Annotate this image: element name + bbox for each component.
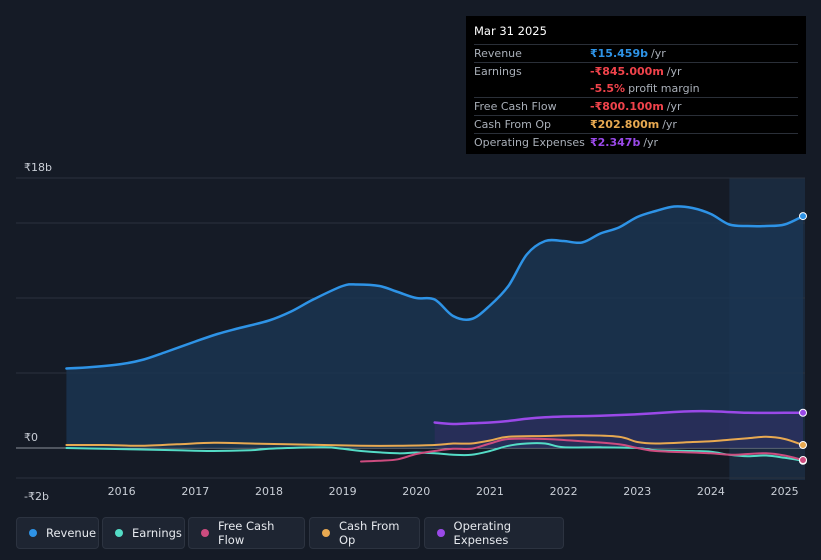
x-tick-label: 2018 [255,485,283,498]
legend-dot-icon [322,529,330,537]
tooltip-value: ₹2.347b [590,136,641,149]
x-tick-label: 2017 [181,485,209,498]
tooltip-row-revenue: Revenue ₹15.459b /yr [474,44,798,62]
legend-dot-icon [201,529,209,537]
series-lines [65,205,805,463]
tooltip-label: Operating Expenses [474,136,585,149]
legend-earnings[interactable]: Earnings [102,517,185,549]
tooltip-row-profit-margin: -5.5% profit margin [474,80,798,97]
y-axis-labels: ₹18b ₹0 -₹2b [24,161,52,503]
tooltip-value: -₹845.000m [590,65,664,78]
tooltip-value: ₹15.459b [590,47,648,60]
tooltip-label: Earnings [474,65,522,78]
tooltip-label: Free Cash Flow [474,100,557,113]
legend-label: Revenue [46,526,97,540]
legend-free-cash-flow[interactable]: Free Cash Flow [188,517,305,549]
operating-expenses-line [433,409,805,426]
legend-dot-icon [437,529,445,537]
tooltip-unit: /yr [650,47,666,60]
tooltip-unit: /yr [666,65,682,78]
revenue-end-marker [799,212,807,221]
free-cash-flow-end-marker [799,456,807,464]
cash-from-op-end-marker [799,441,807,449]
x-tick-label: 2023 [623,485,651,498]
earnings-line [65,442,804,462]
tooltip-row-operating-expenses: Operating Expenses ₹2.347b /yr [474,133,798,151]
legend-label: Operating Expenses [453,519,512,547]
revenue-area [66,206,803,448]
tooltip-row-cash-from-op: Cash From Op ₹202.800m /yr [474,115,798,133]
legend-label: Free Cash Flow [217,519,275,547]
x-tick-label: 2016 [108,485,136,498]
end-markers [799,212,807,465]
tooltip-label: Revenue [474,47,522,60]
x-tick-label: 2025 [771,485,799,498]
cash-from-op-line [65,434,804,447]
x-axis-labels: 2016 2017 2018 2019 2020 2021 2022 2023 2024 2025 [108,485,799,498]
x-tick-label: 2019 [329,485,357,498]
x-tick-label: 2022 [550,485,578,498]
tooltip-label [474,80,590,97]
legend-cash-from-op[interactable]: Cash From Op [309,517,420,549]
tooltip-unit: /yr [666,100,682,113]
legend-label: Cash From Op [338,519,400,547]
y-tick-label: -₹2b [24,490,49,503]
tooltip-value: ₹202.800m [590,118,660,131]
legend-label: Earnings [132,526,182,540]
tooltip-date: Mar 31 2025 [474,24,547,38]
tooltip-unit: /yr [662,118,677,131]
legend-revenue[interactable]: Revenue [16,517,99,549]
operating-expenses-end-marker [799,408,807,417]
tooltip-unit: /yr [643,136,659,149]
legend-operating-expenses[interactable]: Operating Expenses [424,517,564,549]
free-cash-flow-line [360,437,804,463]
tooltip-value: -5.5% [590,82,626,95]
tooltip-panel: Mar 31 2025 Revenue ₹15.459b /yr Earning… [466,16,806,154]
tooltip-row-free-cash-flow: Free Cash Flow -₹800.100m /yr [474,97,798,115]
tooltip-value: -₹800.100m [590,100,664,113]
revenue-line [65,205,805,370]
x-tick-label: 2020 [402,485,430,498]
x-tick-label: 2024 [697,485,725,498]
legend-dot-icon [115,529,123,537]
tooltip-row-earnings: Earnings -₹845.000m /yr [474,62,798,80]
tooltip-unit: profit margin [628,82,700,95]
y-tick-label: ₹0 [24,431,38,444]
tooltip-label: Cash From Op [474,118,552,131]
legend-dot-icon [29,529,37,537]
y-tick-label: ₹18b [24,161,52,174]
x-tick-label: 2021 [476,485,504,498]
